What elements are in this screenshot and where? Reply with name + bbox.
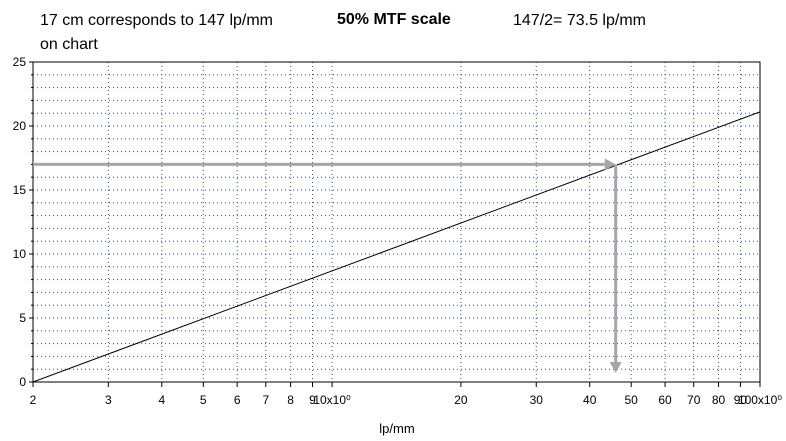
x-tick-label: 20 [454, 393, 468, 407]
horizontal-arrow-head [604, 158, 616, 171]
vertical-arrow-head [609, 362, 622, 374]
y-tick-label: 20 [13, 119, 27, 133]
x-tick-label: 9 [309, 393, 316, 407]
series-line [32, 111, 761, 383]
y-tick-label: 15 [13, 183, 27, 197]
grid-lines [33, 62, 760, 382]
x-tick-label: 100x10⁰ [738, 393, 782, 407]
x-tick-label: 6 [234, 393, 241, 407]
chart-axes [29, 61, 761, 387]
y-tick-label: 10 [13, 247, 27, 261]
x-tick-label: 50 [625, 393, 639, 407]
x-tick-label: 2 [30, 393, 37, 407]
x-tick-label: 60 [658, 393, 672, 407]
x-tick-label: 70 [687, 393, 701, 407]
x-axis-title: lp/mm [379, 421, 414, 436]
annotation-cm-correspondence: 17 cm corresponds to 147 lp/mm [40, 12, 273, 29]
chart-title: 50% MTF scale [337, 11, 451, 28]
annotation-on-chart: on chart [40, 36, 98, 53]
x-tick-label: 8 [287, 393, 294, 407]
reference-arrows [33, 158, 622, 374]
x-tick-label: 5 [200, 393, 207, 407]
x-tick-label: 3 [105, 393, 112, 407]
x-tick-label: 30 [530, 393, 544, 407]
x-tick-label: 10x10⁰ [313, 393, 351, 407]
x-tick-label: 90 [734, 393, 748, 407]
series-lines [32, 111, 761, 383]
x-tick-label: 4 [158, 393, 165, 407]
annotation-half-value: 147/2= 73.5 lp/mm [513, 12, 646, 29]
x-tick-label: 80 [712, 393, 726, 407]
x-tick-label: 7 [262, 393, 269, 407]
x-tick-label: 40 [583, 393, 597, 407]
plot-frame [32, 61, 761, 383]
y-tick-label: 0 [19, 375, 26, 389]
y-tick-label: 25 [13, 55, 27, 69]
y-tick-label: 5 [19, 311, 26, 325]
